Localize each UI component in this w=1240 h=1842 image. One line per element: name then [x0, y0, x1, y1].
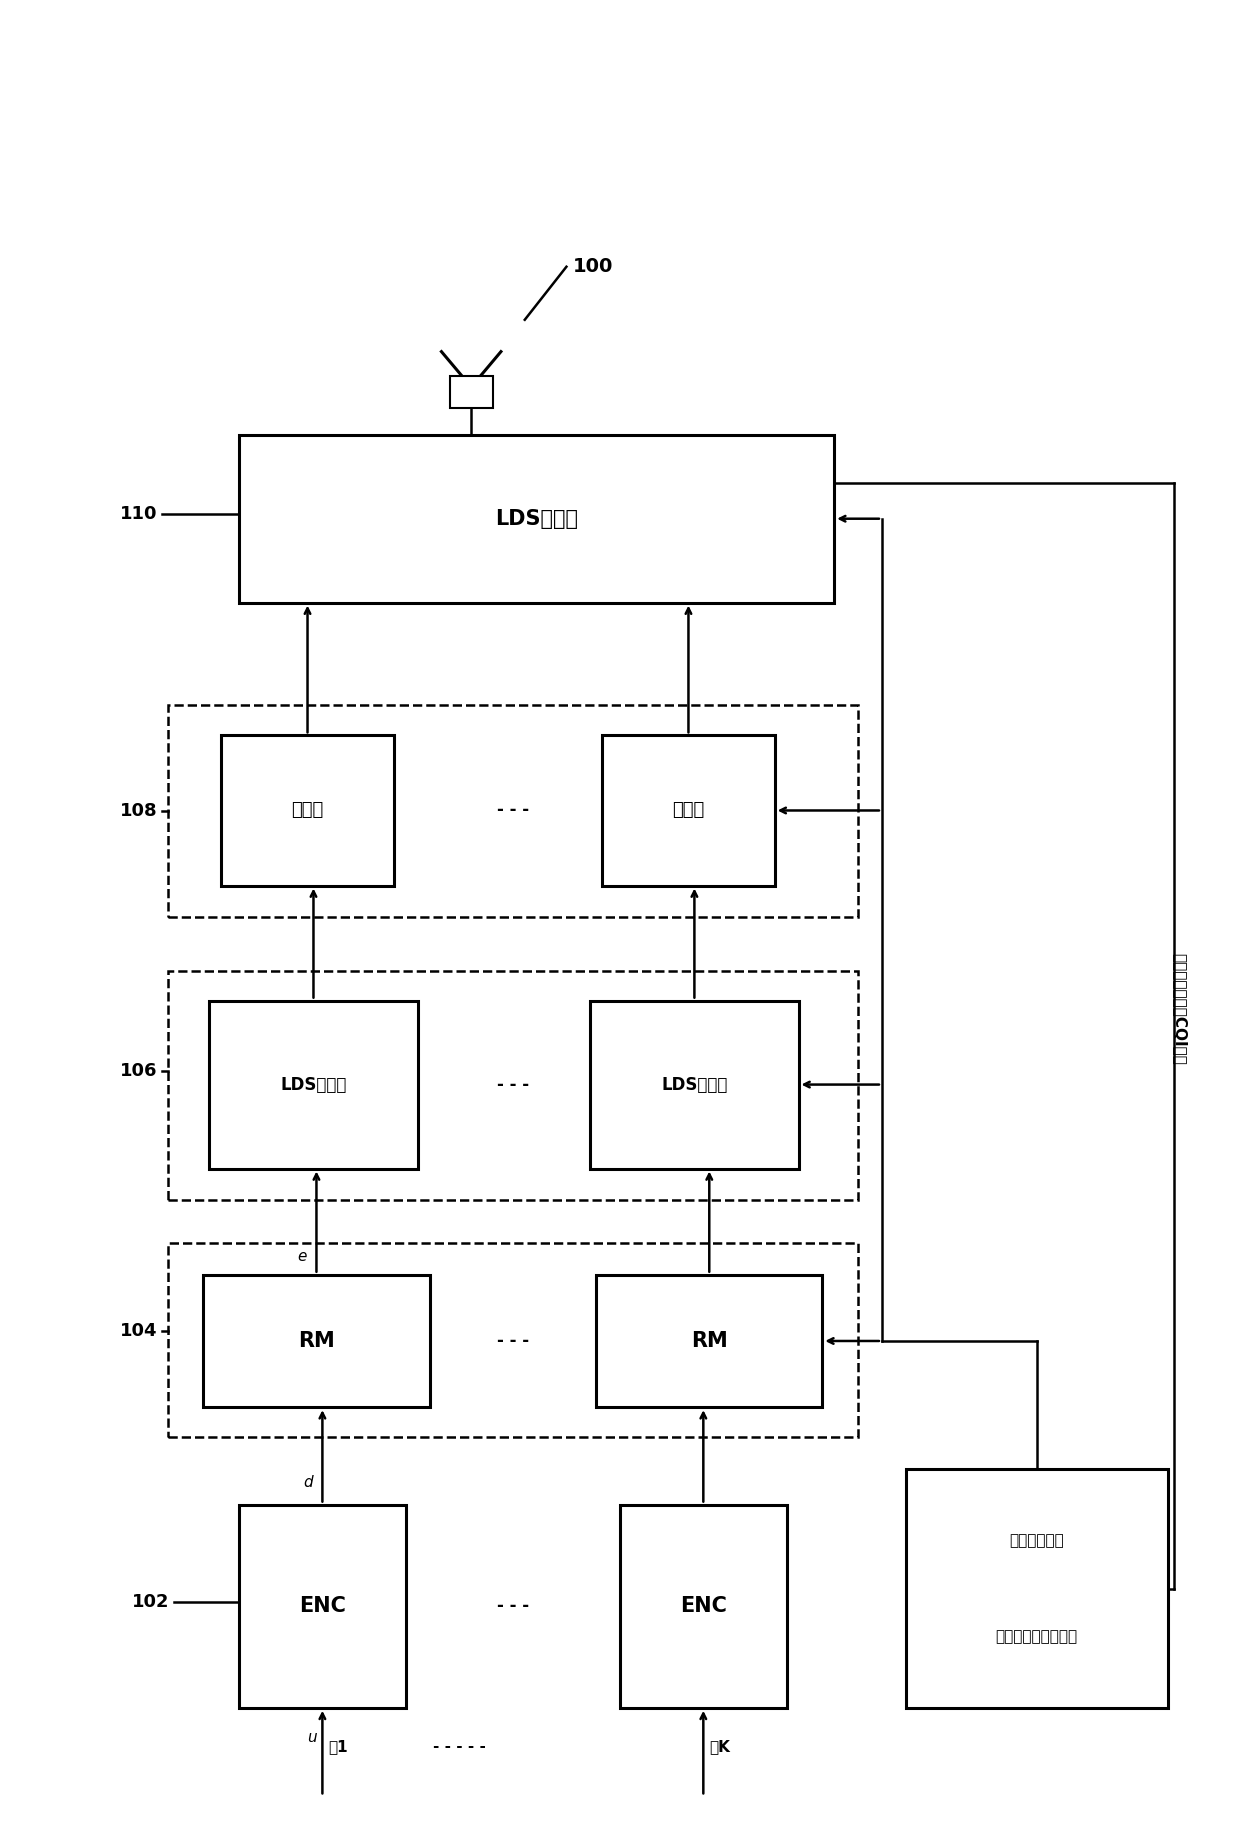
Bar — [239, 1505, 405, 1708]
Bar — [167, 971, 858, 1201]
Text: LDS交织器: LDS交织器 — [661, 1076, 728, 1094]
Bar — [167, 705, 858, 917]
Text: - - -: - - - — [497, 1332, 529, 1350]
Text: - - -: - - - — [497, 801, 529, 820]
Text: RM: RM — [691, 1332, 728, 1350]
Bar — [203, 1275, 429, 1407]
Bar — [603, 735, 775, 886]
Text: u: u — [306, 1730, 316, 1746]
Bar — [450, 376, 492, 409]
Text: 确定编码率、: 确定编码率、 — [1009, 1533, 1064, 1549]
Text: 106: 106 — [120, 1063, 157, 1079]
Text: ENC: ENC — [299, 1597, 346, 1615]
Text: 调制器: 调制器 — [291, 801, 324, 820]
Bar — [167, 1243, 858, 1437]
Text: 流1: 流1 — [329, 1739, 348, 1754]
Text: 102: 102 — [131, 1593, 170, 1610]
Text: 来自用户设备的CQI反馈: 来自用户设备的CQI反馈 — [1172, 954, 1187, 1065]
Text: - - -: - - - — [497, 1076, 529, 1094]
Bar — [221, 735, 394, 886]
Text: e: e — [298, 1249, 308, 1264]
Bar — [905, 1470, 1168, 1708]
Text: 流K: 流K — [709, 1739, 730, 1754]
Text: 108: 108 — [120, 803, 157, 820]
Text: - - - - -: - - - - - — [433, 1739, 486, 1754]
Text: RM: RM — [298, 1332, 335, 1350]
Text: ENC: ENC — [680, 1597, 727, 1615]
Text: 110: 110 — [120, 505, 157, 523]
Bar — [210, 1000, 418, 1168]
Text: 100: 100 — [573, 258, 613, 276]
Bar — [596, 1275, 822, 1407]
Text: 104: 104 — [120, 1323, 157, 1341]
Text: d: d — [304, 1475, 312, 1490]
Text: - - -: - - - — [497, 1597, 529, 1615]
Bar — [590, 1000, 799, 1168]
Text: LDS发射机: LDS发射机 — [495, 508, 578, 529]
Bar — [239, 435, 835, 602]
Bar — [620, 1505, 786, 1708]
Text: 调制阶数和过载因子: 调制阶数和过载因子 — [996, 1628, 1078, 1643]
Text: LDS交织器: LDS交织器 — [280, 1076, 347, 1094]
Text: 调制器: 调制器 — [672, 801, 704, 820]
